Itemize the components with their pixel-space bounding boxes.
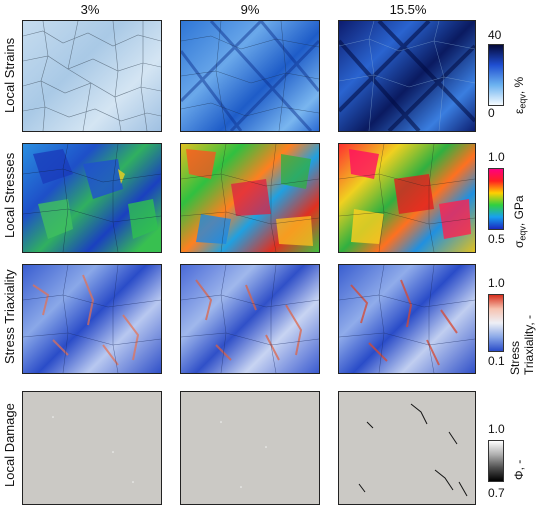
column-title-3pct: 3%	[80, 2, 100, 17]
strain-map-3pct	[22, 20, 162, 132]
damage-map-3pct	[22, 391, 162, 505]
colorbar-damage-max: 1.0	[488, 422, 505, 436]
column-title-15-5pct: 15.5%	[389, 2, 427, 17]
colorbar-triaxiality-label: Stress Triaxiality, -	[508, 315, 536, 375]
colorbar-stress-label: σeqv, GPa	[512, 195, 528, 248]
row-label-stress-triaxiality: Stress Triaxiality	[2, 269, 17, 365]
stress-grains	[181, 144, 319, 252]
colorbar-stress-min: 0.5	[488, 232, 505, 246]
row-label-local-damage: Local Damage	[2, 403, 17, 488]
damage-map-15-5pct	[338, 391, 476, 505]
triaxiality-map-3pct	[22, 264, 162, 374]
shear-bands	[181, 21, 319, 131]
shear-bands	[339, 21, 475, 131]
column-title-9pct: 9%	[240, 2, 260, 17]
colorbar-strain	[488, 44, 504, 106]
damage-spots	[52, 416, 134, 483]
damage-spots	[220, 421, 267, 488]
stress-map-9pct	[180, 143, 320, 253]
colorbar-strain-min: 0	[488, 106, 495, 120]
triaxiality-grains	[23, 265, 161, 373]
damage-map-9pct	[180, 391, 320, 505]
colorbar-strain-max: 40	[488, 28, 502, 42]
colorbar-triaxiality-max: 1.0	[488, 276, 505, 290]
stress-map-3pct	[22, 143, 162, 253]
colorbar-stress	[488, 168, 504, 230]
strain-map-9pct	[180, 20, 320, 132]
colorbar-stress-max: 1.0	[488, 150, 505, 164]
colorbar-damage-label: Φ, -	[512, 459, 526, 480]
stress-grains	[23, 144, 161, 252]
triaxiality-map-9pct	[180, 264, 320, 374]
triaxiality-grains	[339, 265, 475, 373]
colorbar-strain-label: εeqv, %	[512, 76, 528, 114]
triaxiality-map-15-5pct	[338, 264, 476, 374]
row-label-local-strains: Local Strains	[2, 37, 17, 113]
stress-map-15-5pct	[338, 143, 476, 253]
colorbar-damage-min: 0.7	[488, 486, 505, 500]
colorbar-damage	[488, 440, 504, 482]
stress-grains	[339, 144, 475, 252]
triaxiality-grains	[181, 265, 319, 373]
colorbar-triaxiality-min: 0.1	[488, 354, 505, 368]
colorbar-triaxiality	[488, 294, 504, 352]
damage-cracks	[358, 403, 468, 497]
grain-boundaries	[23, 21, 161, 131]
row-label-local-stresses: Local Stresses	[2, 152, 17, 238]
strain-map-15-5pct	[338, 20, 476, 132]
